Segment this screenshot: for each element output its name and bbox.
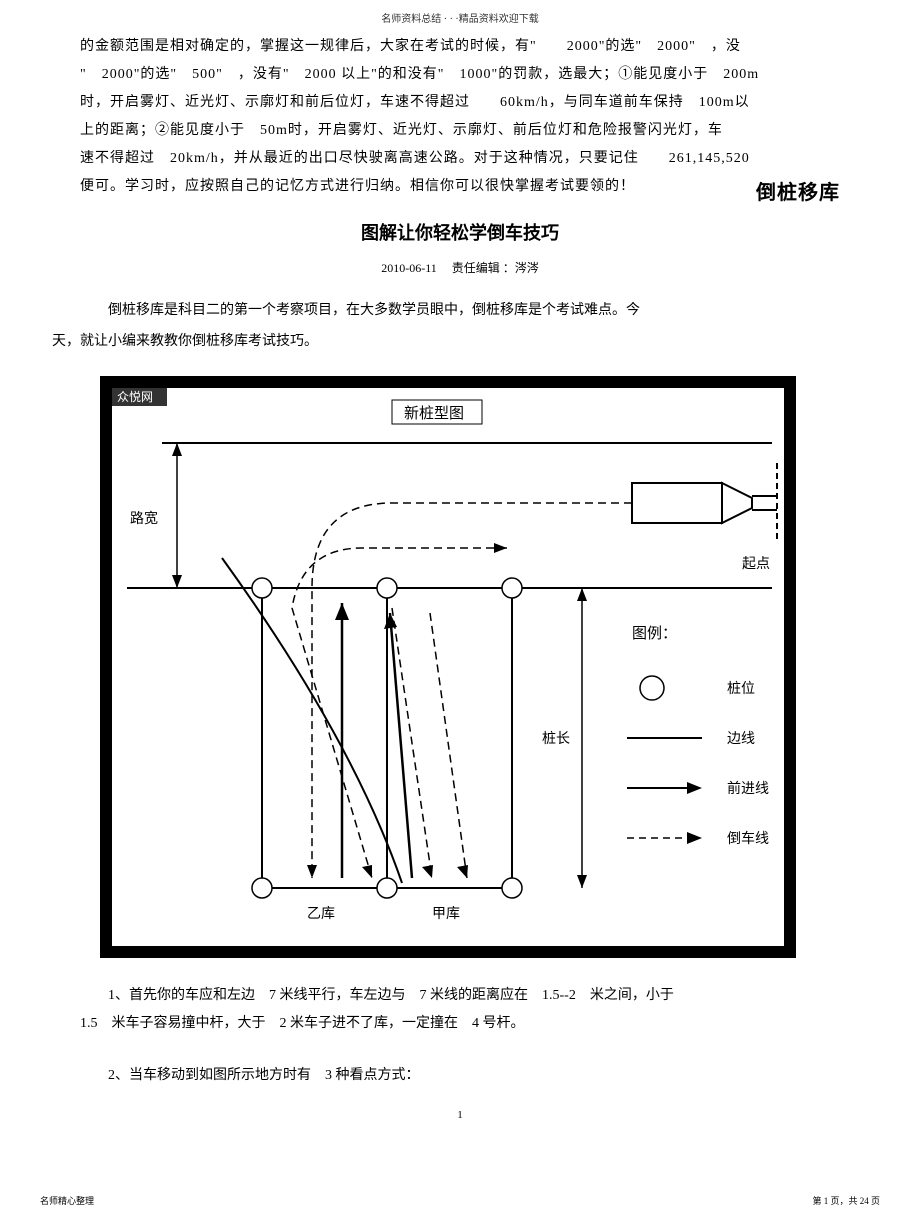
legend-pile-icon xyxy=(640,676,664,700)
reverse-path-2-arrow xyxy=(494,543,507,553)
intro-paragraph: 倒桩移库是科目二的第一个考察项目，在大多数学员眼中，倒桩移库是个考试难点。今 天… xyxy=(80,296,840,358)
intro-l1: 倒桩移库是科目二的第一个考察项目，在大多数学员眼中，倒桩移库是个考试难点。今 xyxy=(108,303,640,318)
legend-forward-label: 前进线 xyxy=(727,780,769,797)
editor-label: 责任编辑 xyxy=(452,261,500,275)
paragraph-1: 的金额范围是相对确定的，掌握这一规律后，大家在考试的时候，有" 2000"的选"… xyxy=(80,33,840,201)
pile-br xyxy=(502,878,522,898)
reverse-4 xyxy=(430,613,467,878)
pile-tl xyxy=(252,578,272,598)
legend-pile-label: 桩位 xyxy=(727,680,755,697)
legend-reverse-arrow xyxy=(687,832,702,844)
date-editor-row: 2010-06-11 责任编辑 ：涔涔 xyxy=(80,259,840,276)
pn1-b: 1.5 米车子容易撞中杆，大于 2 米车子进不了库，一定撞在 4 号杆。 xyxy=(52,1010,525,1038)
diagram-title: 新桩型图 xyxy=(404,405,464,422)
road-width-label: 路宽 xyxy=(130,510,158,527)
reverse-3 xyxy=(392,608,432,878)
pilelen-label: 桩长 xyxy=(542,730,570,747)
legend-forward-arrow xyxy=(687,782,702,794)
pile-tr xyxy=(502,578,522,598)
para1-l2: 时，开启雾灯、近光灯、示廓灯和前后位灯，车速不得超过 60km/h，与同车道前车… xyxy=(80,95,750,110)
pilelen-down xyxy=(577,875,587,888)
roadwidth-arrow-up xyxy=(172,443,182,456)
forward-1-arrow xyxy=(335,603,349,620)
para1-l4: 速不得超过 20km/h，并从最近的出口尽快驶离高速公路。对于这种情况，只要记住… xyxy=(80,151,750,166)
pile-tm xyxy=(377,578,397,598)
pn1-a: 1、首先你的车应和左边 7 米线平行，车左边与 7 米线的距离应在 1.5--2… xyxy=(108,988,674,1003)
pilelen-up xyxy=(577,588,587,601)
para1-l3: 上的距离；②能见度小于 50m时，开启雾灯、近光灯、示廓灯、前后位灯和危险报警闪… xyxy=(80,123,723,138)
para1-l0: 的金额范围是相对确定的，掌握这一规律后，大家在考试的时候，有" 2000"的选"… xyxy=(80,39,741,54)
subtitle: 图解让你轻松学倒车技巧 xyxy=(80,219,840,245)
big-title: 倒桩移库 xyxy=(756,173,840,213)
reverse-4-arrow xyxy=(457,865,468,878)
jiaku-label: 甲库 xyxy=(432,906,460,922)
editor-name: ：涔涔 xyxy=(503,261,539,275)
legend-edge-label: 边线 xyxy=(727,731,755,747)
reverse-3-arrow xyxy=(422,865,433,878)
reverse-path-1-arrow xyxy=(307,865,317,878)
reverse-path-1 xyxy=(312,503,632,878)
paragraph-num-2: 2、当车移动到如图所示地方时有 3 种看点方式： xyxy=(80,1062,840,1090)
roadwidth-arrow-down xyxy=(172,575,182,588)
main-content: 的金额范围是相对确定的，掌握这一规律后，大家在考试的时候，有" 2000"的选"… xyxy=(0,33,920,1090)
forward-2 xyxy=(390,613,412,878)
yiku-label: 乙库 xyxy=(307,906,335,922)
date-text: 2010-06-11 xyxy=(381,261,437,275)
footer-left: 名师精心整理 xyxy=(40,1194,94,1207)
paragraph-num-1: 1、首先你的车应和左边 7 米线平行，车左边与 7 米线的距离应在 1.5--2… xyxy=(80,982,840,1038)
page-header: 名师资料总结 · · ·精品资料欢迎下载 xyxy=(0,0,920,25)
page-number: 1 xyxy=(0,1109,920,1121)
pile-bm xyxy=(377,878,397,898)
reverse-path-2-arrowdown xyxy=(362,865,372,878)
intro-l2: 天，就让小编来教教你倒桩移库考试技巧。 xyxy=(52,327,318,358)
car-shape xyxy=(632,463,777,543)
watermark-text: 众悦网 xyxy=(117,390,153,404)
footer-right: 第 1 页，共 24 页 xyxy=(812,1194,880,1207)
para1-l1: " 2000"的选" 500" ，没有" 2000 以上"的和没有" 1000"… xyxy=(80,67,759,82)
start-label: 起点 xyxy=(742,556,770,572)
para1-l5: 便可。学习时，应按照自己的记忆方式进行归纳。相信你可以很快掌握考试要领的！ xyxy=(80,179,635,194)
pile-bl xyxy=(252,878,272,898)
diagram-frame: 众悦网 新桩型图 路宽 起点 xyxy=(100,376,796,958)
diagram-svg: 众悦网 新桩型图 路宽 起点 xyxy=(112,388,784,946)
legend-title: 图例： xyxy=(632,625,677,642)
legend-reverse-label: 倒车线 xyxy=(727,830,769,847)
